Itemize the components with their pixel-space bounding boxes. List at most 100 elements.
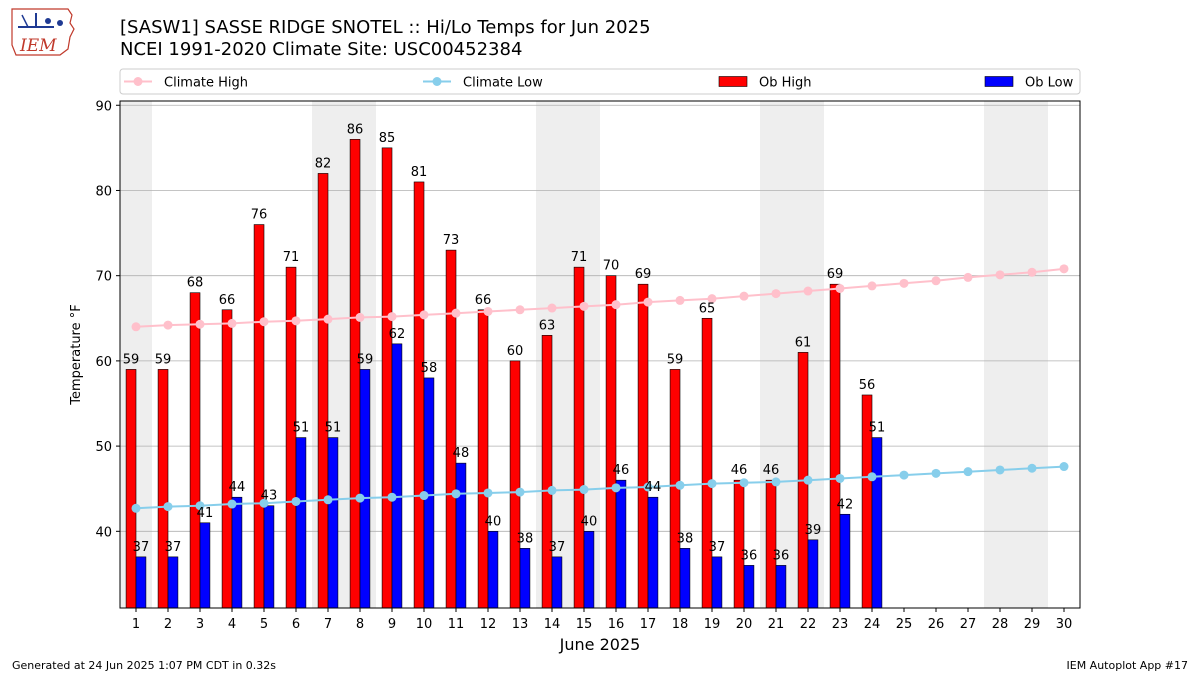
climate-low-point <box>867 472 877 482</box>
climate-high-point <box>355 312 365 322</box>
y-tick-label: 60 <box>95 355 112 370</box>
ob-high-legend-label: Ob High <box>759 76 812 91</box>
ob-low-label: 51 <box>293 421 310 436</box>
x-axis-title: June 2025 <box>559 635 641 654</box>
ob-high-label: 46 <box>731 463 748 478</box>
ob-high-bar <box>605 275 617 609</box>
ob-high-label: 68 <box>187 276 204 291</box>
ob-high-label: 66 <box>475 293 492 308</box>
chart-title: [SASW1] SASSE RIDGE SNOTEL :: Hi/Lo Temp… <box>120 17 651 38</box>
climate-high-point <box>995 270 1005 280</box>
ob-low-bar <box>199 522 211 609</box>
climate-low-point <box>739 478 749 488</box>
ob-low-label: 36 <box>773 548 790 563</box>
ob-low-label: 41 <box>197 506 214 521</box>
ob-low-label: 51 <box>869 421 886 436</box>
climate-low-point <box>483 488 493 498</box>
climate-low-point <box>195 501 205 511</box>
ob-low-label: 59 <box>357 352 374 367</box>
x-tick-label: 13 <box>512 617 529 632</box>
climate-low-point <box>931 468 941 478</box>
x-tick-label: 20 <box>736 617 753 632</box>
ob-low-label: 46 <box>613 463 630 478</box>
x-tick-label: 25 <box>896 617 913 632</box>
ob-low-bar <box>359 369 371 609</box>
climate-low-point <box>643 482 653 492</box>
climate-low-point <box>963 467 973 477</box>
weekend-shade <box>984 101 1016 608</box>
ob-high-bar <box>541 335 553 609</box>
climate-low-point <box>131 503 141 513</box>
climate-high-point <box>963 272 973 282</box>
ob-low-legend-label: Ob Low <box>1025 76 1074 91</box>
ob-high-bar <box>765 479 777 609</box>
ob-high-label: 56 <box>859 378 876 393</box>
climate-low-point <box>899 470 909 480</box>
ob-high-label: 86 <box>347 122 364 137</box>
ob-low-bar <box>647 496 659 609</box>
app-credit: IEM Autoplot App #17 <box>1066 659 1189 672</box>
weekend-shade <box>1016 101 1048 608</box>
generated-timestamp: Generated at 24 Jun 2025 1:07 PM CDT in … <box>12 659 277 672</box>
x-tick-label: 7 <box>324 617 332 632</box>
climate-low-point <box>163 502 173 512</box>
x-tick-label: 29 <box>1024 617 1041 632</box>
ob-low-label: 42 <box>837 497 854 512</box>
climate-high-point <box>419 310 429 320</box>
climate-low-point <box>675 480 685 490</box>
climate-low-point <box>451 489 461 499</box>
x-tick-label: 17 <box>640 617 657 632</box>
x-tick-label: 5 <box>260 617 268 632</box>
climate-high-point <box>899 278 909 288</box>
climate-high-point <box>707 294 717 304</box>
x-tick-label: 24 <box>864 617 881 632</box>
ob-high-bar <box>477 309 489 609</box>
ob-low-bar <box>327 437 339 609</box>
ob-low-label: 44 <box>645 480 662 495</box>
ob-high-bar <box>157 369 169 609</box>
x-tick-label: 16 <box>608 617 625 632</box>
x-tick-label: 22 <box>800 617 817 632</box>
ob-high-bar <box>509 360 521 609</box>
ob-low-label: 58 <box>421 361 438 376</box>
climate-low-point <box>387 492 397 502</box>
ob-low-bar <box>743 565 755 609</box>
ob-low-label: 37 <box>709 540 726 555</box>
ob-low-bar <box>711 556 723 609</box>
x-tick-label: 6 <box>292 617 300 632</box>
climate-low-point <box>419 491 429 501</box>
legend-box <box>119 68 1081 95</box>
climate-high-point <box>675 295 685 305</box>
x-tick-label: 11 <box>448 617 465 632</box>
ob-high-label: 61 <box>795 335 812 350</box>
climate-high-point <box>163 320 173 330</box>
climate-low-point <box>547 485 557 495</box>
ob-low-label: 37 <box>549 540 566 555</box>
x-tick-label: 27 <box>960 617 977 632</box>
svg-text:IEM: IEM <box>19 36 57 56</box>
climate-low-line <box>135 465 1065 510</box>
climate-high-legend-label: Climate High <box>164 76 248 91</box>
ob-high-bar <box>253 224 265 609</box>
climate-low-point <box>355 493 365 503</box>
ob-low-label: 44 <box>229 480 246 495</box>
x-tick-label: 15 <box>576 617 593 632</box>
climate-high-point <box>1059 264 1069 274</box>
climate-high-point <box>579 301 589 311</box>
ob-high-label: 76 <box>251 208 268 223</box>
ob-high-legend-swatch <box>718 76 748 87</box>
ob-low-bar <box>135 556 147 609</box>
x-tick-label: 12 <box>480 617 497 632</box>
ob-high-label: 59 <box>155 352 172 367</box>
ob-high-bar <box>701 317 713 609</box>
climate-high-point <box>803 286 813 296</box>
climate-high-point <box>611 300 621 310</box>
x-tick-label: 3 <box>196 617 204 632</box>
ob-high-bar <box>733 479 745 609</box>
ob-low-bar <box>295 437 307 609</box>
climate-low-point <box>259 498 269 508</box>
climate-low-legend-label: Climate Low <box>463 76 543 91</box>
plot-frame <box>119 100 1081 609</box>
ob-low-label: 38 <box>677 531 694 546</box>
climate-high-point <box>131 322 141 332</box>
